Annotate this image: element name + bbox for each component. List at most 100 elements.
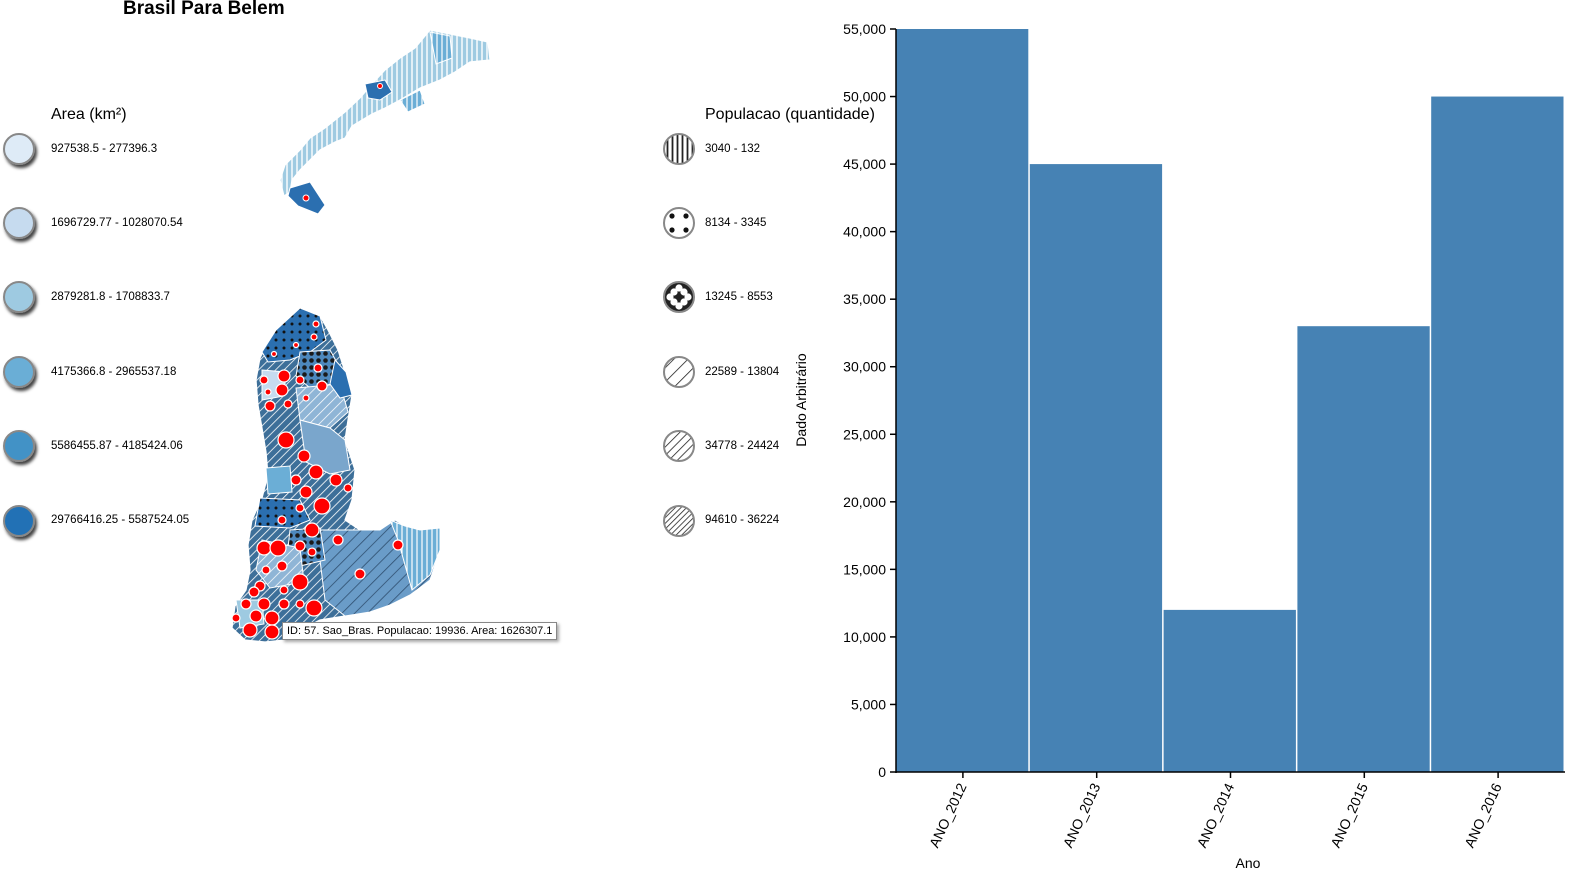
area-legend-swatch	[3, 505, 35, 537]
map-upper-region[interactable]	[279, 29, 491, 215]
x-tick-label: ANO_2013	[1060, 780, 1104, 850]
map-circle[interactable]	[313, 497, 331, 515]
map-circle[interactable]	[269, 539, 287, 557]
map-circle[interactable]	[291, 573, 309, 591]
population-legend-swatch	[663, 133, 695, 165]
map-circle[interactable]	[277, 369, 291, 383]
population-legend-label: 34778 - 24424	[705, 440, 780, 452]
y-tick-label: 50,000	[843, 89, 886, 105]
map-circle[interactable]	[295, 599, 305, 609]
map-circle[interactable]	[295, 375, 305, 385]
area-legend-swatch	[3, 430, 35, 462]
map-circle[interactable]	[261, 565, 271, 575]
area-legend-label: 5586455.87 - 4185424.06	[51, 440, 183, 452]
area-legend-label: 1696729.77 - 1028070.54	[51, 217, 183, 229]
y-tick-label: 40,000	[843, 224, 886, 240]
area-legend-swatches	[3, 133, 35, 537]
bar[interactable]	[1297, 326, 1430, 772]
map-circle[interactable]	[329, 473, 343, 487]
map-circle[interactable]	[264, 624, 280, 640]
map-circle[interactable]	[343, 483, 353, 493]
map-title: Brasil Para Belem	[123, 0, 285, 19]
map-circle[interactable]	[304, 522, 320, 538]
population-legend-swatch	[663, 356, 695, 388]
x-axis-label: Ano	[1236, 855, 1261, 871]
map-circle[interactable]	[249, 609, 263, 623]
y-tick-label: 45,000	[843, 156, 886, 172]
population-legend-label: 13245 - 8553	[705, 291, 773, 303]
map-circle[interactable]	[264, 388, 272, 396]
map-tooltip: ID: 57. Sao_Bras. Populacao: 19936. Area…	[282, 622, 558, 640]
bar[interactable]	[896, 29, 1029, 772]
area-legend-swatch	[3, 356, 35, 388]
map-circle[interactable]	[231, 613, 241, 623]
map-circle[interactable]	[316, 380, 328, 392]
population-legend-title: Populacao (quantidade)	[705, 106, 875, 123]
y-tick-label: 25,000	[843, 426, 886, 442]
map-circle[interactable]	[297, 449, 311, 463]
y-tick-label: 0	[878, 764, 886, 780]
area-legend-title: Area (km²)	[51, 106, 127, 123]
population-legend-label: 94610 - 36224	[705, 514, 780, 526]
map-circle[interactable]	[313, 363, 323, 373]
population-legend-swatch	[663, 430, 695, 462]
map-circle[interactable]	[278, 598, 290, 610]
map-circle[interactable]	[242, 622, 258, 638]
map-circle[interactable]	[276, 560, 288, 572]
population-legend-label: 22589 - 13804	[705, 366, 780, 378]
map-circle[interactable]	[392, 539, 404, 551]
map-circle[interactable]	[270, 350, 278, 358]
map-circle[interactable]	[248, 586, 260, 598]
map-circle[interactable]	[302, 394, 310, 402]
population-legend-label: 3040 - 132	[705, 143, 760, 155]
y-tick-label: 55,000	[843, 21, 886, 37]
x-tick-label: ANO_2016	[1461, 780, 1505, 850]
y-tick-label: 20,000	[843, 494, 886, 510]
population-legend-swatch	[663, 505, 695, 537]
map-circle[interactable]	[312, 320, 320, 328]
map-circle[interactable]	[307, 547, 317, 557]
map-circle[interactable]	[257, 597, 271, 611]
map-circle[interactable]	[277, 431, 295, 449]
map-circle[interactable]	[308, 464, 324, 480]
map-circles	[231, 320, 404, 640]
map-circle[interactable]	[310, 333, 318, 341]
area-legend-swatch	[3, 207, 35, 239]
y-tick-label: 10,000	[843, 629, 886, 645]
map-circle[interactable]	[259, 375, 269, 385]
map-circle[interactable]	[292, 341, 300, 349]
y-tick-label: 30,000	[843, 359, 886, 375]
y-tick-label: 35,000	[843, 291, 886, 307]
map-circle[interactable]	[290, 474, 302, 486]
bar[interactable]	[1431, 96, 1564, 772]
map-circle[interactable]	[275, 383, 289, 397]
y-axis-label: Dado Arbitrário	[793, 353, 809, 447]
bar[interactable]	[1163, 609, 1296, 772]
x-tick-label: ANO_2015	[1327, 780, 1371, 850]
y-tick-label: 15,000	[843, 561, 886, 577]
map-circle[interactable]	[277, 515, 287, 525]
map-circle[interactable]	[240, 598, 252, 610]
population-legend-swatch	[663, 207, 695, 239]
y-tick-label: 5,000	[851, 696, 886, 712]
map-circle[interactable]	[354, 568, 366, 580]
map-circle[interactable]	[264, 400, 276, 412]
map-circle[interactable]	[295, 503, 305, 513]
bar[interactable]	[1029, 164, 1163, 772]
map-circle[interactable]	[279, 585, 289, 595]
map-circle[interactable]	[294, 540, 306, 552]
area-legend-label: 927538.5 - 277396.3	[51, 143, 158, 155]
population-legend-label: 8134 - 3345	[705, 217, 767, 229]
area-legend-label: 2879281.8 - 1708833.7	[51, 291, 170, 303]
map-circle[interactable]	[305, 599, 323, 617]
area-legend-label: 29766416.25 - 5587524.05	[51, 514, 190, 526]
x-tick-label: ANO_2012	[926, 780, 970, 850]
population-legend-swatches	[663, 133, 695, 537]
map-circle[interactable]	[283, 399, 293, 409]
map-circle[interactable]	[332, 534, 344, 546]
area-legend-swatch	[3, 133, 35, 165]
area-legend-label: 4175366.8 - 2965537.18	[51, 366, 177, 378]
map-circle[interactable]	[299, 485, 313, 499]
